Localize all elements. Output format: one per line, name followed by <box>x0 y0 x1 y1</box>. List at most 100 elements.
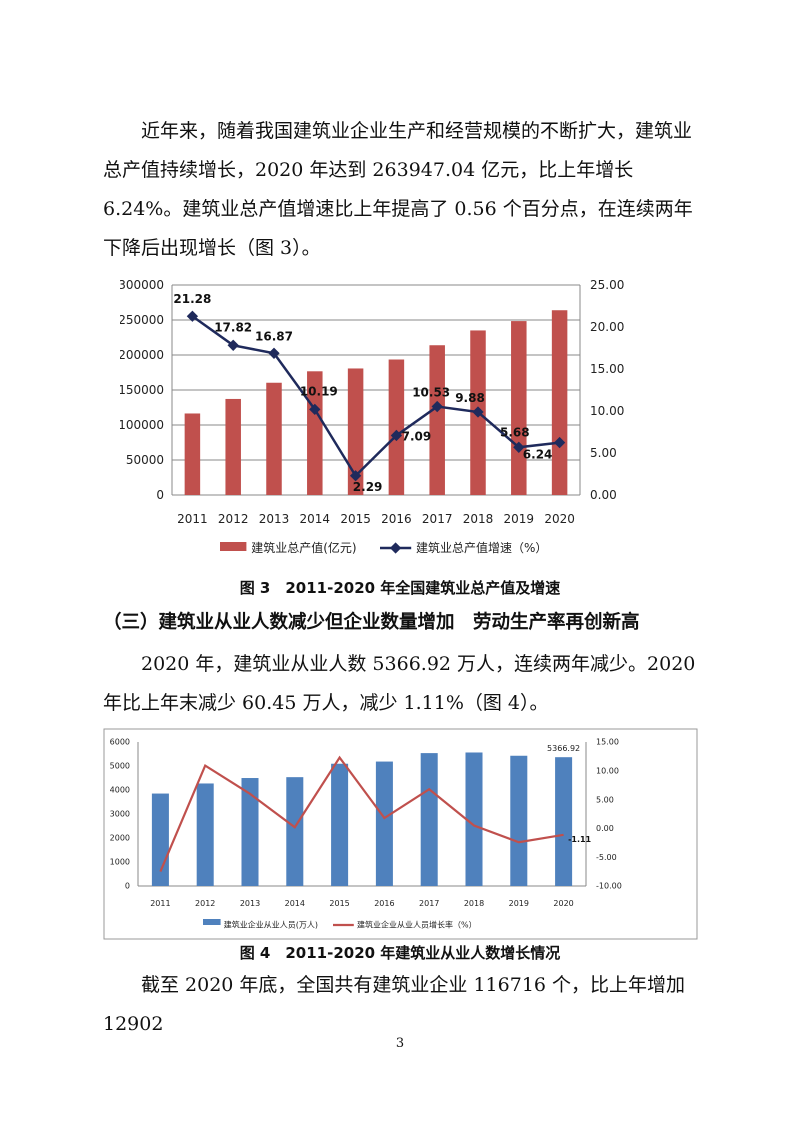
right-axis-tick-label: 0.00 <box>596 824 614 833</box>
left-axis-tick-label: 4000 <box>110 786 130 795</box>
x-axis-tick-label: 2014 <box>285 899 305 908</box>
x-axis-tick-label: 2019 <box>504 512 535 526</box>
right-axis-tick-label: 25.00 <box>590 278 624 292</box>
x-axis-tick-label: 2018 <box>463 512 494 526</box>
bar-2016 <box>388 359 405 495</box>
page-number: 3 <box>395 1036 405 1051</box>
x-axis-tick-label: 2016 <box>374 899 394 908</box>
bar-2011 <box>151 793 169 886</box>
line-point-2018 <box>472 406 484 418</box>
line-point-2019 <box>513 441 525 453</box>
legend-line-marker <box>389 542 402 554</box>
right-axis-tick-label: 5.00 <box>590 446 617 460</box>
line-point-2011 <box>186 310 199 322</box>
bar-2015 <box>347 368 364 495</box>
legend-bar-label: 建筑业企业从业人员(万人) <box>224 920 318 930</box>
line-data-label: 17.82 <box>214 320 252 334</box>
left-axis-tick-label: 300000 <box>120 278 164 292</box>
line-data-label: 7.09 <box>402 429 432 443</box>
line-data-label: 16.87 <box>255 329 293 343</box>
right-axis-tick-label: 10.00 <box>596 766 619 775</box>
chart-figure-4: 0 1000 2000 3000 4000 5000 6000 -10.00 -5.00 0.00… <box>103 728 698 940</box>
bar-2020 <box>551 310 568 495</box>
growth-line <box>159 755 564 873</box>
growth-line <box>191 315 560 478</box>
x-axis-tick-label: 2011 <box>177 512 208 526</box>
left-axis-tick-label: 6000 <box>110 738 130 747</box>
legend-line-label: 建筑业总产值增速（%） <box>416 540 547 555</box>
legend-bar-swatch <box>203 919 221 925</box>
line-point-2017 <box>431 400 443 413</box>
bar-2017 <box>429 345 445 495</box>
paragraph-enterprises: 截至 2020 年底，全国共有建筑业企业 116716 个，比上年增加 1290… <box>103 974 686 1035</box>
bar-2020 <box>555 757 573 886</box>
bar-data-label: 5366.92 <box>547 744 580 753</box>
line-data-label: 21.28 <box>173 292 211 306</box>
x-axis-tick-label: 2017 <box>419 899 439 908</box>
x-axis-tick-label: 2014 <box>300 512 331 526</box>
x-axis-tick-label: 2018 <box>464 899 484 908</box>
legend-line-label: 建筑业企业从业人员增长率（%） <box>357 920 477 930</box>
right-axis-tick-label: 15.00 <box>590 362 624 376</box>
line-point-2020 <box>553 436 566 449</box>
line-data-label: 2.29 <box>353 480 383 494</box>
x-axis-tick-label: 2015 <box>340 512 371 526</box>
left-axis-tick-label: 5000 <box>110 762 130 771</box>
line-data-label: 10.53 <box>412 386 450 400</box>
left-axis-tick-label: 2000 <box>110 834 130 843</box>
left-axis-tick-label: 0 <box>156 488 164 502</box>
right-axis-tick-label: 0.00 <box>590 488 617 502</box>
right-axis-tick-label: 15.00 <box>596 738 619 747</box>
bar-2011 <box>184 413 201 495</box>
x-axis-tick-label: 2020 <box>553 899 573 908</box>
bar-2015 <box>331 763 349 886</box>
legend-bar-label: 建筑业总产值(亿元) <box>251 540 356 555</box>
x-axis-tick-label: 2012 <box>195 899 215 908</box>
section-heading: （三）建筑业从业人数减少但企业数量增加 劳动生产率再创新高 <box>103 612 640 633</box>
bar-2019 <box>510 755 528 886</box>
right-axis-tick-label: 10.00 <box>590 404 624 418</box>
bar-2016 <box>375 761 393 886</box>
bar-2013 <box>266 382 282 495</box>
right-axis-tick-label: -10.00 <box>596 882 622 891</box>
bar-2014 <box>286 777 304 886</box>
left-axis-tick-label: 0 <box>125 882 130 891</box>
paragraph-output-value: 近年来，随着我国建筑业企业生产和经营规模的不断扩大，建筑业总产值持续增长，202… <box>103 120 693 259</box>
x-axis-tick-label: 2017 <box>422 512 453 526</box>
right-axis-tick-label: 5.00 <box>596 795 614 804</box>
line-point-2015 <box>349 470 362 482</box>
paragraph-employment: 2020 年，建筑业从业人数 5366.92 万人，连续两年减少。2020 年比… <box>103 653 696 714</box>
left-axis-tick-label: 150000 <box>120 383 164 397</box>
figure-3-caption: 图 3 2011-2020 年全国建筑业总产值及增速 <box>239 579 561 597</box>
chart-frame <box>103 728 698 940</box>
x-axis-tick-label: 2015 <box>329 899 349 908</box>
figure-4-caption: 图 4 2011-2020 年建筑业从业人数增长情况 <box>239 944 561 962</box>
line-data-label: 9.88 <box>455 391 485 405</box>
legend-bar-swatch <box>220 542 247 551</box>
line-point-2016 <box>390 429 403 442</box>
x-axis-tick-label: 2016 <box>381 512 412 526</box>
line-data-label: 10.19 <box>300 384 338 398</box>
left-axis-tick-label: 200000 <box>120 348 164 362</box>
line-data-label: 6.24 <box>523 448 553 462</box>
x-axis-tick-label: 2019 <box>509 899 529 908</box>
right-axis-tick-label: 20.00 <box>590 320 624 334</box>
x-axis-tick-label: 2020 <box>544 512 575 526</box>
line-data-label: -1.11 <box>568 835 591 844</box>
bar-2012 <box>225 398 241 495</box>
line-data-label: 5.68 <box>500 425 530 439</box>
x-axis-tick-label: 2013 <box>240 899 260 908</box>
bar-2012 <box>196 783 214 886</box>
x-axis-tick-label: 2011 <box>150 899 170 908</box>
x-axis-tick-label: 2013 <box>259 512 290 526</box>
left-axis-tick-label: 3000 <box>110 810 130 819</box>
right-axis-tick-label: -5.00 <box>596 853 617 862</box>
left-axis-tick-label: 250000 <box>120 313 164 327</box>
left-axis-tick-label: 50000 <box>126 453 164 467</box>
line-point-2012 <box>227 339 239 351</box>
chart-figure-3: 0 50000 100000 150000 200000 250000 300000 0.00… <box>120 278 624 555</box>
left-axis-tick-label: 100000 <box>120 418 164 432</box>
line-point-2014 <box>309 403 321 416</box>
x-axis-tick-label: 2012 <box>218 512 249 526</box>
